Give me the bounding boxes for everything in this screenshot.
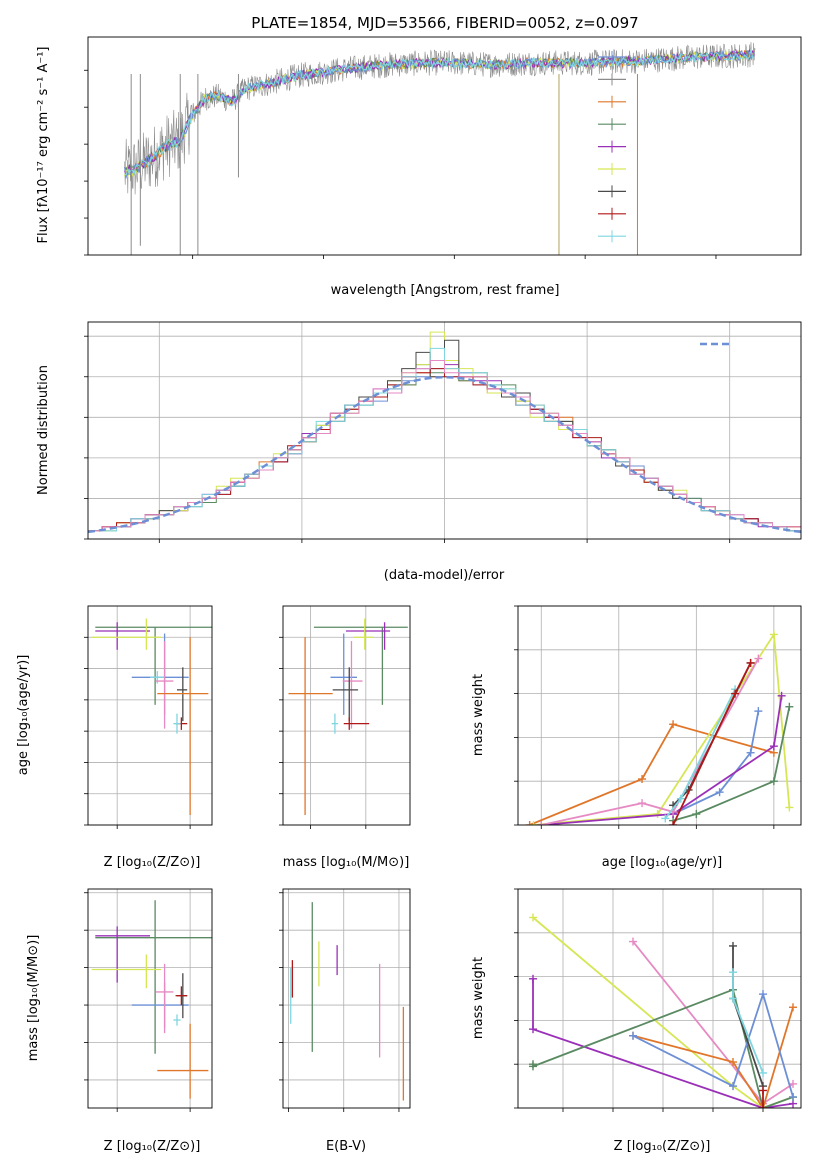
mass-z-xlabel: Z [log₁₀(Z/Z⊙)] <box>104 1139 201 1154</box>
mass-z-ylabel: mass [log₁₀(M/M⊙)] <box>26 935 41 1062</box>
axes-frame <box>517 605 802 826</box>
plot-content <box>88 331 801 534</box>
weight-age-ylabel: mass weight <box>471 674 486 756</box>
spectrum-panel: PLATE=1854, MJD=53566, FIBERID=0052, z=0… <box>36 14 802 298</box>
age-z-plot-area <box>84 605 213 829</box>
plot-content <box>288 618 408 815</box>
weight-line <box>672 706 791 822</box>
plot-content <box>91 900 212 1099</box>
weight-vs-metallicity-panel: Z [log₁₀(Z/Z⊙)] mass weight <box>471 888 802 1154</box>
age-vs-mass-panel: mass [log₁₀(M/M⊙)] <box>279 605 411 870</box>
age-mass-xlabel: mass [log₁₀(M/M⊙)] <box>283 855 410 870</box>
weight-line <box>632 1007 794 1108</box>
histogram-ylabel: Normed distribution <box>36 365 51 495</box>
spectrum-legend <box>598 51 626 243</box>
plot-content <box>91 618 212 815</box>
plot-content <box>124 42 756 255</box>
axes-frame <box>87 36 802 256</box>
plot-content <box>290 902 405 1101</box>
age-vs-metallicity-panel: Z [log₁₀(Z/Z⊙)] age [log₁₀(age/yr)] <box>16 605 213 870</box>
histogram-xlabel: (data-model)/error <box>384 568 505 583</box>
weight-age-plot-area <box>514 605 802 829</box>
mass-vs-metallicity-panel: Z [log₁₀(Z/Z⊙)] mass [log₁₀(M/M⊙)] <box>26 888 213 1154</box>
mass-ebv-xlabel: E(B-V) <box>326 1139 366 1154</box>
axes-frame <box>87 605 213 826</box>
weight-line <box>529 723 775 825</box>
axes-frame <box>282 605 411 826</box>
axes-frame <box>87 321 802 540</box>
mass-vs-extinction-panel: E(B-V) <box>279 888 411 1154</box>
weight-z-xlabel: Z [log₁₀(Z/Z⊙)] <box>614 1139 711 1154</box>
spectrum-line <box>124 49 755 176</box>
weight-z-ylabel: mass weight <box>471 957 486 1039</box>
weight-age-xlabel: age [log₁₀(age/yr)] <box>602 855 723 870</box>
axes-frame <box>87 888 213 1109</box>
weight-vs-age-panel: age [log₁₀(age/yr)] mass weight <box>471 605 802 870</box>
axes-frame <box>517 888 802 1109</box>
histogram-series <box>88 360 801 532</box>
axes-frame <box>282 888 411 1109</box>
gaussian-curve <box>88 375 801 534</box>
weight-line <box>533 631 791 825</box>
age-z-ylabel: age [log₁₀(age/yr)] <box>16 655 31 776</box>
spectrum-title: PLATE=1854, MJD=53566, FIBERID=0052, z=0… <box>251 14 638 32</box>
spectrum-ylabel: Flux [fλ10⁻¹⁷ erg cm⁻² s⁻¹ A⁻¹] <box>36 47 51 244</box>
age-mass-plot-area <box>279 605 411 829</box>
plot-content <box>525 630 794 825</box>
spectrum-xlabel: wavelength [Angstrom, rest frame] <box>331 283 560 298</box>
mass-ebv-plot-area <box>279 888 411 1112</box>
weight-line <box>532 978 794 1108</box>
histogram-plot-area <box>84 321 802 543</box>
age-z-xlabel: Z [log₁₀(Z/Z⊙)] <box>104 855 201 870</box>
weight-z-plot-area <box>514 888 802 1112</box>
weight-line <box>541 695 783 825</box>
mass-z-plot-area <box>84 888 213 1112</box>
spectrum-plot-area <box>84 36 802 259</box>
plot-content <box>529 913 797 1108</box>
residual-histogram-panel: (data-model)/error Normed distribution <box>36 321 802 583</box>
